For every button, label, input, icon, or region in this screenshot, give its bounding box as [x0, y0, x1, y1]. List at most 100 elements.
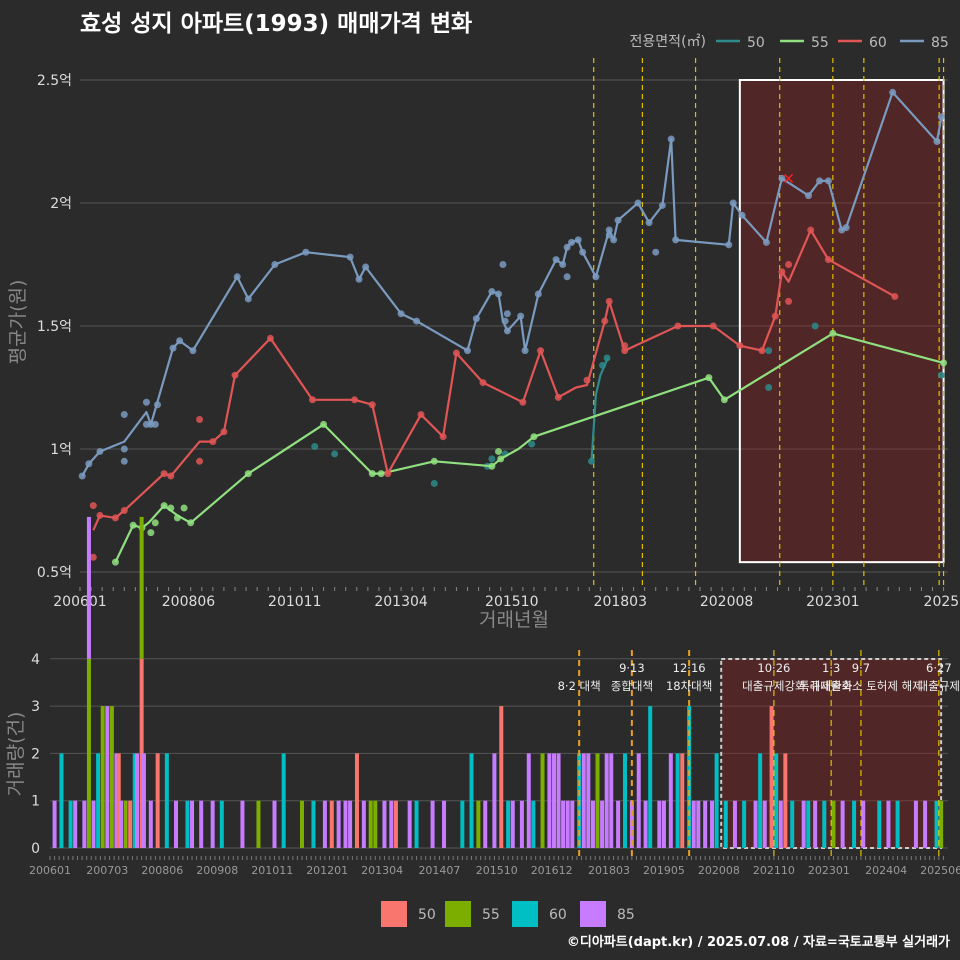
data-point-85 — [645, 219, 653, 227]
volume-bar-85 — [114, 753, 119, 848]
data-point-60 — [111, 514, 119, 522]
volume-bar-60 — [774, 753, 779, 848]
annotation-date: 9·7 — [852, 661, 870, 675]
annotation-date: 12·16 — [673, 661, 706, 675]
bar-x-tick-label: 201011 — [251, 864, 293, 877]
volume-bar-50 — [139, 658, 144, 848]
volume-bar-55 — [139, 516, 144, 659]
volume-bar-85 — [526, 753, 531, 848]
volume-bar-85 — [119, 800, 124, 848]
bar-x-tick-label: 200908 — [196, 864, 238, 877]
bar-legend-swatch-55 — [445, 901, 471, 927]
data-point-85 — [778, 174, 786, 182]
volume-bar-85 — [913, 800, 918, 848]
data-point-85 — [233, 273, 241, 281]
data-point-85 — [933, 138, 941, 145]
data-point-85 — [355, 275, 363, 283]
data-point-85 — [605, 231, 613, 239]
data-point-85 — [672, 236, 680, 244]
x-tick-label: 201304 — [374, 594, 428, 610]
data-point-85 — [78, 472, 86, 480]
data-point-60 — [601, 317, 609, 325]
data-point-55 — [495, 447, 502, 455]
data-point-85 — [667, 135, 675, 143]
data-point-60 — [209, 438, 217, 446]
bar-x-tick-label: 201304 — [361, 864, 403, 877]
volume-bar-60 — [934, 800, 939, 848]
volume-bar-85 — [105, 706, 110, 848]
data-point-85 — [142, 398, 150, 406]
volume-bar-85 — [586, 753, 591, 848]
bar-y-tick-label: 0 — [31, 841, 40, 857]
data-point-85 — [517, 312, 525, 320]
volume-bar-85 — [86, 516, 91, 659]
annotation-label: 18차대책 — [666, 679, 712, 693]
legend-label-50: 50 — [747, 35, 765, 51]
data-point-60 — [120, 507, 128, 514]
data-point-85 — [552, 256, 560, 264]
data-point-85 — [464, 347, 471, 355]
volume-bar-85 — [696, 800, 701, 848]
data-point-85 — [120, 411, 128, 419]
bar-legend-label-50: 50 — [418, 907, 436, 923]
data-point-55 — [940, 359, 948, 367]
data-point-55 — [720, 396, 728, 404]
data-point-85 — [725, 241, 733, 249]
annotation-label: 대출규제강화 — [742, 679, 806, 693]
volume-bar-50 — [783, 753, 788, 848]
volume-bar-85 — [590, 800, 595, 848]
bar-legend-label-55: 55 — [482, 907, 500, 923]
data-point-60 — [537, 347, 545, 355]
data-point-85 — [362, 263, 370, 271]
data-point-85 — [413, 317, 421, 325]
data-point-85 — [559, 261, 567, 268]
bar-legend-label-85: 85 — [617, 907, 635, 923]
volume-bar-85 — [82, 800, 87, 848]
volume-bar-85 — [430, 800, 435, 848]
volume-bar-55 — [299, 800, 304, 848]
annotation-date: 1·3 — [822, 661, 840, 675]
volume-bar-55 — [256, 800, 261, 848]
bar-legend-label-60: 60 — [549, 907, 567, 923]
bar-x-tick-label: 202008 — [698, 864, 740, 877]
volume-bar-85 — [442, 800, 447, 848]
data-point-50 — [528, 440, 536, 448]
volume-bar-60 — [469, 753, 474, 848]
data-point-85 — [151, 420, 159, 428]
y-tick-label: 0.5억 — [37, 565, 72, 581]
data-point-85 — [488, 288, 496, 296]
annotation-label: 특례대출축소 토허제 해제 — [799, 679, 923, 693]
volume-bar-55 — [123, 800, 128, 848]
data-point-85 — [614, 216, 622, 224]
volume-bar-85 — [657, 800, 662, 848]
annotation-date: 6·27 — [926, 661, 952, 675]
data-point-85 — [729, 199, 737, 207]
page-title: 효성 성지 아파트(1993) 매매가격 변화 — [80, 11, 473, 37]
volume-bar-85 — [616, 800, 621, 848]
volume-bar-60 — [852, 800, 857, 848]
data-point-85 — [189, 347, 197, 355]
volume-bar-60 — [622, 753, 627, 848]
bar-x-tick-label: 202404 — [865, 864, 907, 877]
volume-bar-85 — [52, 800, 57, 848]
data-point-50 — [599, 361, 607, 369]
volume-bar-85 — [861, 800, 866, 848]
volume-bar-85 — [343, 800, 348, 848]
volume-bar-60 — [531, 800, 536, 848]
data-point-60 — [785, 297, 793, 305]
data-point-85 — [610, 236, 618, 244]
annotation-label: 8·2 대책 — [558, 679, 601, 693]
data-point-60 — [439, 433, 447, 441]
data-point-60 — [778, 268, 786, 276]
volume-bar-85 — [762, 800, 767, 848]
volume-bar-85 — [389, 800, 394, 848]
data-point-60 — [452, 349, 460, 357]
bar-x-tick-label: 202110 — [753, 864, 795, 877]
volume-bar-85 — [840, 800, 845, 848]
volume-bar-60 — [311, 800, 316, 848]
volume-bar-85 — [710, 800, 715, 848]
volume-bar-60 — [790, 800, 795, 848]
data-point-85 — [346, 253, 354, 261]
volume-bar-85 — [199, 800, 204, 848]
